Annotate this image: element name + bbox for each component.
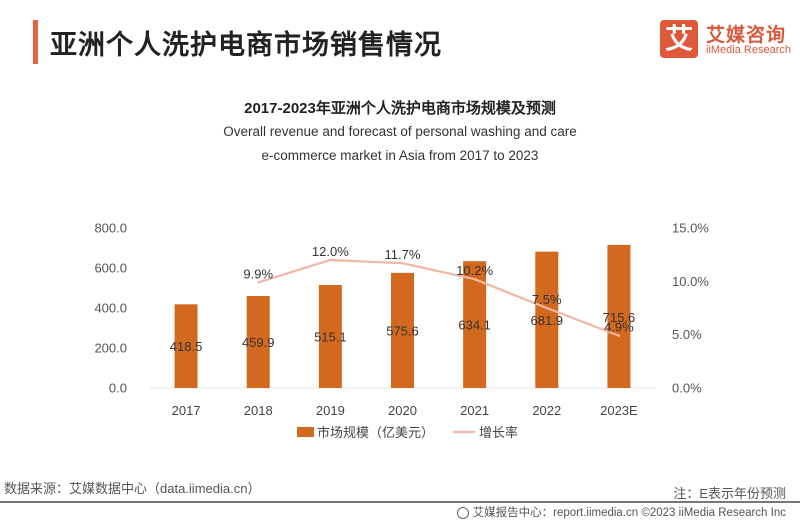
bar	[463, 261, 487, 388]
y-right-tick-label: 0.0%	[672, 381, 702, 396]
growth-rate-point	[617, 334, 621, 337]
report-center-icon	[456, 507, 469, 519]
chart-subtitle-line1: Overall revenue and forecast of personal…	[223, 124, 577, 139]
y-left-tick-label: 600.0	[94, 261, 127, 276]
x-tick-label: 2017	[172, 403, 201, 418]
iimedia-logo: 艾 艾媒咨询 iiMedia Research	[660, 20, 791, 60]
forecast-note: 注：E表示年份预测	[673, 486, 786, 501]
y-right-tick-label: 5.0%	[672, 327, 702, 342]
bar-value-label: 418.5	[170, 339, 203, 354]
footer-divider	[0, 501, 800, 503]
bar	[174, 304, 198, 388]
bar-value-label: 715.6	[603, 310, 636, 325]
y-left-tick-label: 800.0	[94, 221, 127, 236]
y-left-tick-label: 400.0	[94, 301, 127, 316]
legend-bar-swatch	[297, 427, 314, 437]
bar	[246, 296, 270, 388]
bar-value-label: 634.1	[458, 318, 491, 333]
bar	[318, 284, 342, 388]
growth-rate-label: 9.9%	[243, 266, 273, 281]
growth-rate-point	[545, 306, 548, 310]
data-source: 数据来源：艾媒数据中心（data.iimedia.cn）	[4, 481, 261, 496]
logo-en-text: iiMedia Research	[706, 44, 791, 56]
bar	[535, 251, 559, 388]
combo-chart: 0.0 200.0 400.0 600.0 800.0 0.0% 5.0% 10.0% 15.0…	[94, 221, 709, 442]
x-tick-label: 2018	[244, 403, 273, 418]
logo-mark-icon: 艾	[660, 20, 698, 58]
growth-rate-label: 11.7%	[385, 247, 421, 262]
growth-rate-label: 10.2%	[456, 263, 493, 278]
growth-rate-point	[401, 262, 404, 265]
chart-title: 2017-2023年亚洲个人洗护电商市场规模及预测	[244, 100, 556, 117]
footer: 艾媒报告中心：report.iimedia.cn ©2023 iiMedia R…	[456, 504, 786, 520]
bar-value-label: 575.6	[386, 323, 419, 338]
x-tick-label: 2020	[388, 403, 417, 418]
growth-rate-point	[473, 278, 476, 281]
growth-rate-point	[329, 258, 332, 262]
chart-subtitle-line2: e-commerce market in Asia from 2017 to 2…	[261, 148, 539, 163]
x-tick-label: 2023E	[600, 403, 638, 418]
y-right-tick-label: 15.0%	[672, 221, 709, 236]
y-right-tick-label: 10.0%	[672, 274, 709, 289]
legend-line-label: 增长率	[479, 425, 518, 441]
title-accent-bar	[33, 20, 38, 64]
bar	[391, 272, 414, 388]
logo-cn-text: 艾媒咨询	[706, 25, 787, 46]
growth-rate-label: 4.9%	[604, 320, 634, 335]
y-left-tick-label: 0.0	[109, 381, 127, 396]
growth-rate-point	[257, 281, 260, 284]
growth-rate-line	[257, 258, 620, 337]
bar-value-label: 681.9	[531, 313, 564, 328]
bar-value-label: 459.9	[242, 335, 275, 350]
growth-rate-label: 12.0%	[312, 244, 349, 259]
page-title: 亚洲个人洗护电商市场销售情况	[50, 30, 442, 60]
legend-bar-label: 市场规模（亿美元）	[317, 425, 434, 441]
y-left-tick-label: 200.0	[94, 341, 127, 356]
growth-rate-label: 7.5%	[532, 292, 562, 307]
x-tick-label: 2021	[460, 403, 489, 418]
x-tick-label: 2019	[316, 403, 345, 418]
footer-text: 艾媒报告中心：report.iimedia.cn ©2023 iiMedia R…	[472, 507, 786, 519]
x-tick-label: 2022	[532, 403, 561, 418]
bar	[607, 244, 631, 388]
bar-value-label: 515.1	[314, 329, 347, 344]
